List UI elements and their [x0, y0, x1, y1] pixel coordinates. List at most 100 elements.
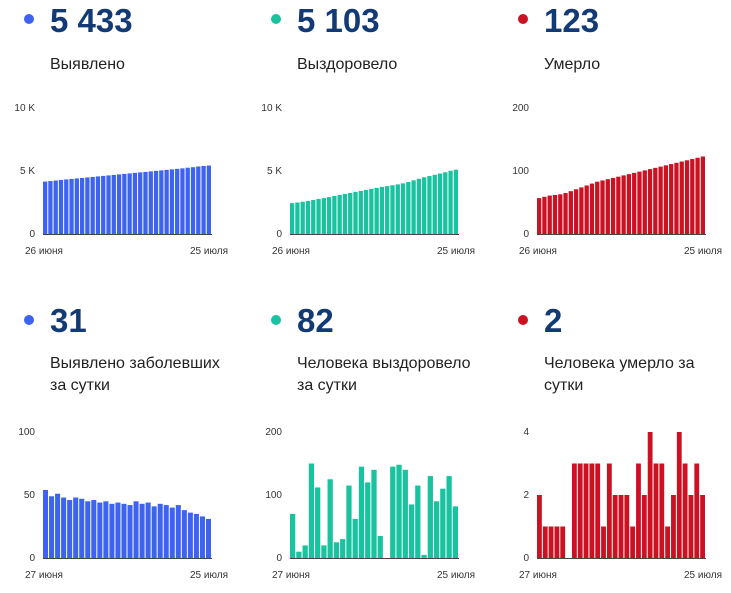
bar — [573, 189, 579, 234]
bar — [311, 199, 316, 234]
bar — [589, 183, 595, 234]
bar — [333, 542, 340, 558]
x-tick-label-end: 25 июля — [437, 570, 475, 581]
bar — [443, 172, 448, 234]
bar — [295, 202, 300, 234]
bar — [90, 176, 95, 234]
bar — [365, 482, 371, 558]
bar — [616, 176, 621, 234]
y-tick-label: 10 K — [261, 103, 282, 114]
y-tick-label: 0 — [29, 229, 35, 240]
legend-dot — [518, 315, 528, 325]
recovered-daily-chart: 0 100 200 27 июня 25 июля — [265, 427, 475, 581]
detected-total-chart: 0 5 K 10 K 26 июня 25 июля — [14, 103, 228, 257]
legend-dot — [24, 14, 34, 24]
bar — [358, 190, 363, 234]
bar — [175, 168, 180, 234]
bar — [169, 169, 175, 234]
bar — [190, 167, 196, 234]
recovered-daily-label: Человека выздоровело за сутки — [297, 355, 471, 394]
bar — [296, 551, 302, 558]
bar — [571, 463, 577, 558]
bar — [453, 169, 458, 234]
bar — [437, 173, 443, 234]
bar — [427, 176, 432, 234]
bar — [181, 510, 187, 558]
bar — [595, 463, 601, 558]
bar — [290, 203, 295, 234]
recovered-daily-value: 82 — [297, 302, 334, 339]
bar — [97, 502, 103, 558]
bar — [175, 505, 181, 558]
bar — [558, 194, 563, 234]
bar — [630, 526, 636, 558]
bar — [626, 174, 632, 234]
bar — [584, 185, 589, 234]
y-tick-label: 100 — [265, 490, 282, 501]
bar — [537, 495, 542, 558]
bar — [201, 165, 206, 234]
bar — [326, 197, 332, 234]
bar — [432, 174, 437, 234]
bar — [605, 179, 610, 234]
bar — [353, 191, 358, 234]
bar — [111, 174, 116, 234]
bar — [101, 175, 106, 234]
y-tick-label: 10 K — [14, 103, 35, 114]
bar — [103, 501, 109, 558]
bar — [390, 466, 396, 558]
x-tick-label-start: 27 июня — [272, 570, 310, 581]
bar — [636, 463, 641, 558]
bar — [61, 497, 67, 558]
bar — [139, 503, 145, 558]
bar — [400, 183, 406, 234]
bar — [133, 501, 139, 558]
bar — [679, 161, 684, 234]
detected-daily-value: 31 — [50, 302, 87, 339]
bar — [116, 174, 122, 234]
bar — [440, 488, 446, 558]
y-tick-label: 5 K — [267, 166, 282, 177]
bar — [385, 186, 390, 234]
x-tick-label-end: 25 июля — [684, 246, 722, 257]
bar — [658, 166, 663, 234]
bar — [316, 198, 321, 234]
bar — [416, 178, 422, 234]
x-tick-label-end: 25 июля — [190, 570, 228, 581]
bar — [606, 463, 612, 558]
bar — [180, 168, 185, 234]
deaths-total-label: Умерло — [544, 56, 601, 73]
bar — [157, 503, 163, 558]
bar — [610, 177, 616, 234]
bar — [193, 513, 199, 558]
bar — [121, 503, 127, 558]
bar — [396, 464, 402, 558]
bar — [554, 526, 560, 558]
bar — [583, 463, 589, 558]
bar — [408, 504, 415, 558]
bar — [151, 506, 157, 558]
detected-total-label: Выявлено — [50, 56, 125, 73]
bar — [185, 167, 190, 234]
bar — [690, 159, 695, 234]
bar — [406, 181, 411, 234]
bar — [669, 164, 674, 234]
bar — [79, 177, 85, 234]
bar — [327, 479, 333, 558]
x-tick-label-start: 27 июня — [519, 570, 557, 581]
y-tick-label: 5 K — [20, 166, 35, 177]
recovered-total-label: Выздоровело — [297, 56, 398, 73]
bar — [589, 463, 595, 558]
bar — [395, 184, 400, 234]
bar — [542, 196, 547, 234]
bar — [682, 463, 688, 558]
bar — [315, 487, 321, 558]
bar — [127, 505, 133, 558]
legend-dot — [24, 315, 34, 325]
deaths-total-chart: 0 100 200 26 июня 25 июля — [512, 103, 722, 257]
x-tick-label-start: 27 июня — [25, 570, 63, 581]
bar — [148, 171, 153, 234]
bar — [53, 180, 58, 234]
bar — [138, 172, 143, 234]
bar — [600, 180, 605, 234]
